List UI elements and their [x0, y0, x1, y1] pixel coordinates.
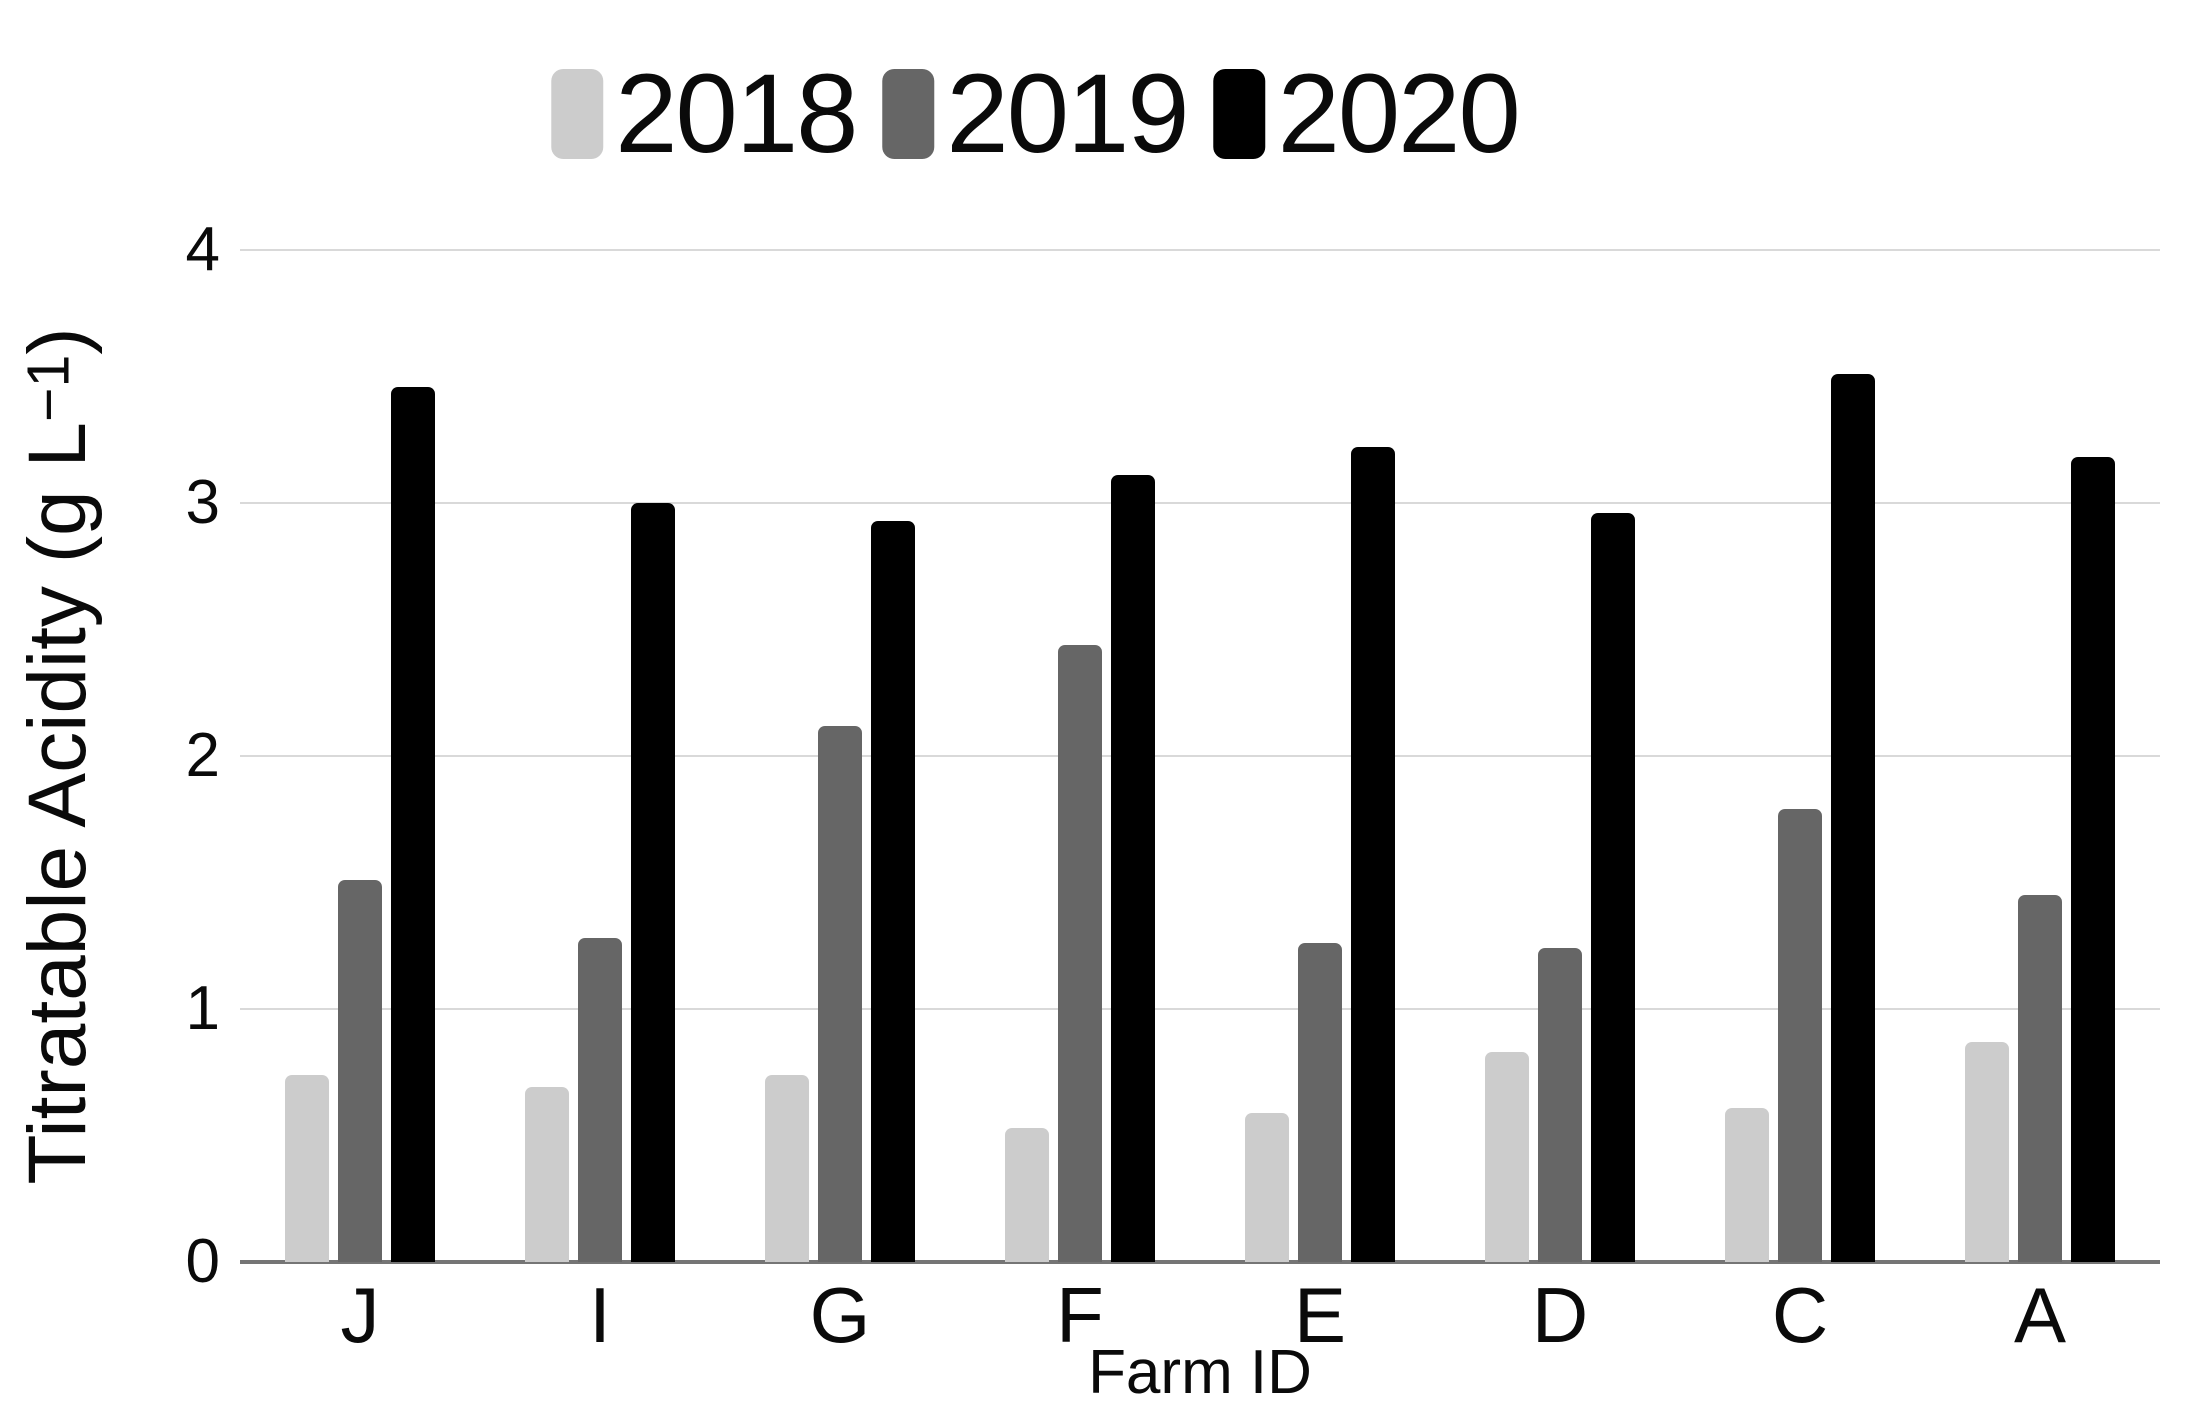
legend-swatch-2019	[882, 69, 935, 159]
x-category-label-D: D	[1531, 1271, 1589, 1359]
bar-E-2019	[1298, 943, 1342, 1262]
bar-group-D	[1440, 250, 1680, 1262]
bar-D-2019	[1538, 948, 1582, 1262]
legend-swatch-2020	[1213, 69, 1266, 159]
x-category-label-G: G	[809, 1271, 871, 1359]
bar-group-G	[720, 250, 960, 1262]
gridline-y2	[240, 755, 2160, 757]
bar-C-2018	[1725, 1108, 1769, 1262]
y-tick-label-3: 3	[185, 468, 220, 537]
bar-A-2020	[2071, 457, 2115, 1262]
bar-group-E	[1200, 250, 1440, 1262]
legend-swatch-2018	[551, 69, 604, 159]
y-axis-title-text: Titratable Acidity (g L	[12, 422, 103, 1185]
bar-G-2020	[871, 521, 915, 1262]
x-category-label-C: C	[1771, 1271, 1829, 1359]
bar-C-2020	[1831, 374, 1875, 1262]
bar-A-2019	[2018, 895, 2062, 1262]
bar-J-2019	[338, 880, 382, 1262]
bar-I-2020	[631, 503, 675, 1262]
y-tick-label-0: 0	[185, 1227, 220, 1296]
x-category-label-A: A	[2013, 1271, 2067, 1359]
gridline-y1	[240, 1008, 2160, 1010]
y-tick-label-1: 1	[185, 974, 220, 1043]
bar-E-2018	[1245, 1113, 1289, 1262]
legend-item-2018: 2018	[551, 51, 858, 176]
legend-label: 2018	[615, 51, 858, 176]
x-category-label-J: J	[340, 1271, 380, 1359]
x-category-label-I: I	[589, 1271, 611, 1359]
bar-group-A	[1920, 250, 2160, 1262]
bar-F-2018	[1005, 1128, 1049, 1262]
bar-I-2018	[525, 1087, 569, 1262]
y-axis-title-close: )	[12, 327, 103, 355]
bar-group-I	[480, 250, 720, 1262]
legend-item-2020: 2020	[1213, 51, 1521, 176]
y-tick-label-2: 2	[185, 721, 220, 790]
plot-area	[240, 249, 2160, 1264]
y-axis-title-superscript: −1	[15, 354, 82, 422]
x-axis-line	[240, 1260, 2160, 1264]
bar-I-2019	[578, 938, 622, 1262]
bar-D-2020	[1591, 513, 1635, 1262]
x-category-label-F: F	[1056, 1271, 1104, 1359]
bar-group-C	[1680, 250, 1920, 1262]
x-category-label-E: E	[1293, 1271, 1347, 1359]
bar-J-2018	[285, 1075, 329, 1262]
bar-G-2019	[818, 726, 862, 1262]
bar-group-J	[240, 250, 480, 1262]
bar-C-2019	[1778, 809, 1822, 1262]
chart-legend: 2018 2019 2020	[551, 51, 1521, 176]
x-axis-title: Farm ID	[1088, 1338, 1312, 1407]
legend-item-2019: 2019	[882, 51, 1190, 176]
y-tick-label-4: 4	[185, 215, 220, 284]
bar-F-2020	[1111, 475, 1155, 1262]
bar-A-2018	[1965, 1042, 2009, 1262]
bar-F-2019	[1058, 645, 1102, 1262]
gridline-y4	[240, 249, 2160, 251]
legend-label: 2019	[946, 51, 1189, 176]
legend-label: 2020	[1277, 51, 1521, 176]
bar-D-2018	[1485, 1052, 1529, 1262]
bar-G-2018	[765, 1075, 809, 1262]
bar-E-2020	[1351, 447, 1395, 1262]
bar-group-F	[960, 250, 1200, 1262]
gridline-y3	[240, 502, 2160, 504]
bar-J-2020	[391, 387, 435, 1262]
